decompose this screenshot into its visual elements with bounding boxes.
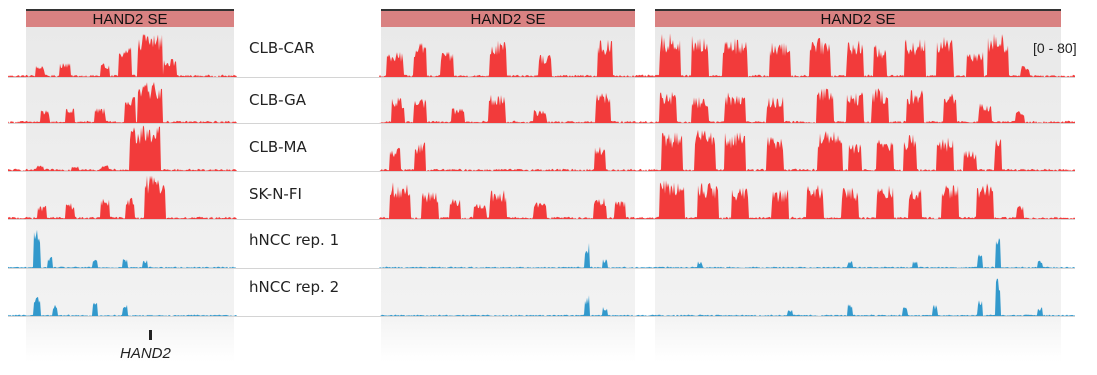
hand2-gene-marker	[149, 330, 152, 340]
track-label-clb-ga: CLB-GA	[249, 91, 306, 109]
data-range-label: [0 - 80]	[1033, 40, 1077, 56]
track-label-sk-n-fi: SK-N-FI	[249, 185, 302, 203]
track-label-hncc-rep1: hNCC rep. 1	[249, 231, 340, 249]
region-shade-1	[26, 27, 234, 362]
track-label-clb-ma: CLB-MA	[249, 138, 307, 156]
region-shade-2	[381, 27, 635, 362]
gene-label-hand2: HAND2	[120, 345, 171, 362]
signal-track-1	[8, 33, 1075, 77]
track-label-hncc-rep2: hNCC rep. 2	[249, 278, 340, 296]
region-header-3: HAND2 SE	[655, 9, 1061, 28]
region-header-1: HAND2 SE	[26, 9, 234, 28]
signal-track-4	[8, 175, 1075, 219]
track-label-clb-car: CLB-CAR	[249, 39, 315, 57]
region-shade-3	[655, 27, 1061, 362]
signal-track-3	[8, 125, 1075, 171]
signal-track-2	[8, 82, 1075, 123]
region-header-2: HAND2 SE	[381, 9, 635, 28]
